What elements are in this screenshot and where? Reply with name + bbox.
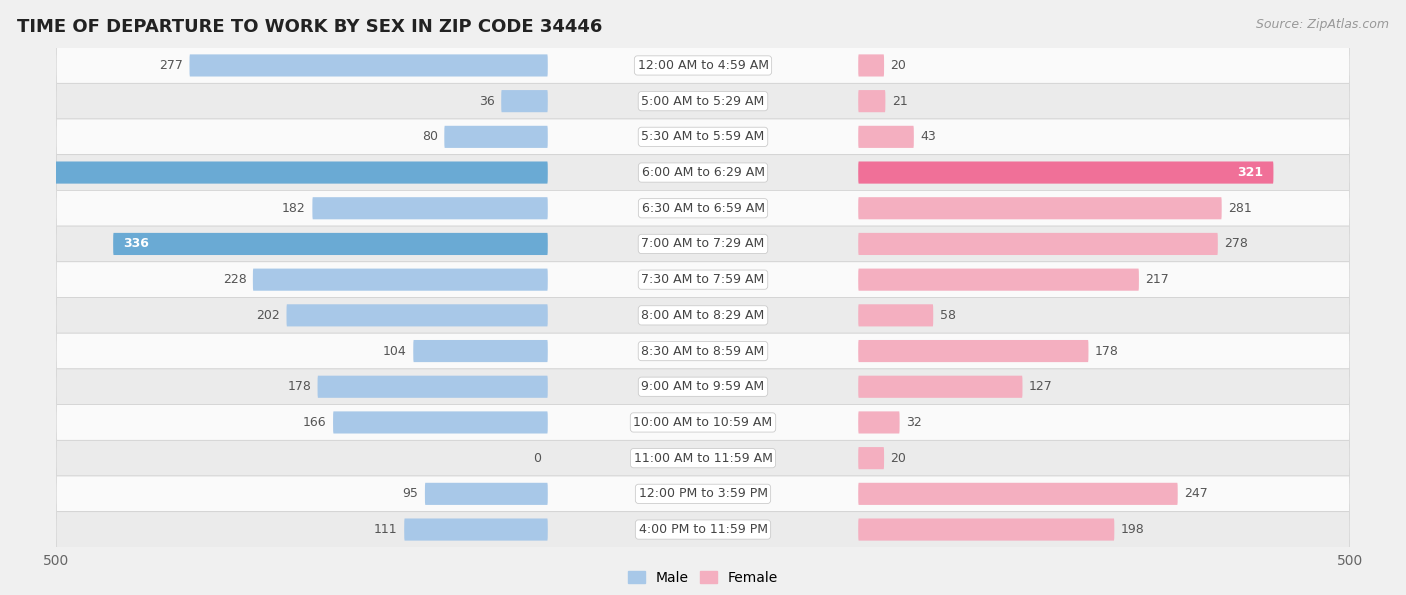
- FancyBboxPatch shape: [56, 262, 1350, 298]
- Text: 12:00 PM to 3:59 PM: 12:00 PM to 3:59 PM: [638, 487, 768, 500]
- Text: 21: 21: [891, 95, 908, 108]
- FancyBboxPatch shape: [858, 90, 886, 112]
- FancyBboxPatch shape: [312, 197, 548, 220]
- FancyBboxPatch shape: [318, 375, 548, 398]
- Text: 95: 95: [402, 487, 419, 500]
- FancyBboxPatch shape: [858, 447, 884, 469]
- Text: 6:00 AM to 6:29 AM: 6:00 AM to 6:29 AM: [641, 166, 765, 179]
- Legend: Male, Female: Male, Female: [623, 565, 783, 590]
- Text: 7:30 AM to 7:59 AM: 7:30 AM to 7:59 AM: [641, 273, 765, 286]
- Text: 58: 58: [939, 309, 956, 322]
- FancyBboxPatch shape: [858, 411, 900, 434]
- Text: 178: 178: [287, 380, 311, 393]
- Text: 111: 111: [374, 523, 398, 536]
- Text: 8:30 AM to 8:59 AM: 8:30 AM to 8:59 AM: [641, 345, 765, 358]
- Text: 43: 43: [921, 130, 936, 143]
- Text: 9:00 AM to 9:59 AM: 9:00 AM to 9:59 AM: [641, 380, 765, 393]
- FancyBboxPatch shape: [56, 476, 1350, 512]
- FancyBboxPatch shape: [858, 268, 1139, 291]
- Text: 278: 278: [1225, 237, 1249, 250]
- Text: 4:00 PM to 11:59 PM: 4:00 PM to 11:59 PM: [638, 523, 768, 536]
- FancyBboxPatch shape: [56, 83, 1350, 119]
- FancyBboxPatch shape: [858, 340, 1088, 362]
- Text: 32: 32: [905, 416, 922, 429]
- FancyBboxPatch shape: [858, 518, 1115, 541]
- Text: 127: 127: [1029, 380, 1053, 393]
- Text: 20: 20: [890, 452, 907, 465]
- FancyBboxPatch shape: [56, 333, 1350, 369]
- FancyBboxPatch shape: [56, 48, 1350, 83]
- FancyBboxPatch shape: [287, 304, 548, 327]
- FancyBboxPatch shape: [253, 268, 548, 291]
- Text: 198: 198: [1121, 523, 1144, 536]
- Text: Source: ZipAtlas.com: Source: ZipAtlas.com: [1256, 18, 1389, 31]
- FancyBboxPatch shape: [190, 54, 548, 77]
- FancyBboxPatch shape: [56, 298, 1350, 333]
- Text: 5:30 AM to 5:59 AM: 5:30 AM to 5:59 AM: [641, 130, 765, 143]
- Text: 182: 182: [283, 202, 307, 215]
- FancyBboxPatch shape: [858, 233, 1218, 255]
- FancyBboxPatch shape: [858, 375, 1022, 398]
- Text: 8:00 AM to 8:29 AM: 8:00 AM to 8:29 AM: [641, 309, 765, 322]
- Text: TIME OF DEPARTURE TO WORK BY SEX IN ZIP CODE 34446: TIME OF DEPARTURE TO WORK BY SEX IN ZIP …: [17, 18, 602, 36]
- Text: 281: 281: [1229, 202, 1251, 215]
- Text: 10:00 AM to 10:59 AM: 10:00 AM to 10:59 AM: [634, 416, 772, 429]
- FancyBboxPatch shape: [0, 161, 548, 184]
- Text: 20: 20: [890, 59, 907, 72]
- Text: 247: 247: [1184, 487, 1208, 500]
- FancyBboxPatch shape: [501, 90, 548, 112]
- FancyBboxPatch shape: [858, 161, 1274, 184]
- Text: 228: 228: [222, 273, 246, 286]
- Text: 202: 202: [256, 309, 280, 322]
- FancyBboxPatch shape: [413, 340, 548, 362]
- Text: 217: 217: [1146, 273, 1170, 286]
- FancyBboxPatch shape: [56, 369, 1350, 405]
- Text: 178: 178: [1095, 345, 1119, 358]
- Text: 11:00 AM to 11:59 AM: 11:00 AM to 11:59 AM: [634, 452, 772, 465]
- FancyBboxPatch shape: [858, 483, 1178, 505]
- FancyBboxPatch shape: [56, 226, 1350, 262]
- Text: 80: 80: [422, 130, 437, 143]
- Text: 0: 0: [533, 452, 541, 465]
- Text: 277: 277: [159, 59, 183, 72]
- Text: 321: 321: [1237, 166, 1263, 179]
- FancyBboxPatch shape: [112, 233, 548, 255]
- FancyBboxPatch shape: [858, 197, 1222, 220]
- FancyBboxPatch shape: [56, 512, 1350, 547]
- FancyBboxPatch shape: [425, 483, 548, 505]
- FancyBboxPatch shape: [858, 126, 914, 148]
- Text: 12:00 AM to 4:59 AM: 12:00 AM to 4:59 AM: [637, 59, 769, 72]
- Text: 104: 104: [382, 345, 406, 358]
- Text: 166: 166: [302, 416, 326, 429]
- Text: 36: 36: [479, 95, 495, 108]
- Text: 5:00 AM to 5:29 AM: 5:00 AM to 5:29 AM: [641, 95, 765, 108]
- FancyBboxPatch shape: [56, 155, 1350, 190]
- FancyBboxPatch shape: [333, 411, 548, 434]
- FancyBboxPatch shape: [404, 518, 548, 541]
- Text: 7:00 AM to 7:29 AM: 7:00 AM to 7:29 AM: [641, 237, 765, 250]
- FancyBboxPatch shape: [56, 440, 1350, 476]
- Text: 336: 336: [124, 237, 149, 250]
- FancyBboxPatch shape: [444, 126, 548, 148]
- FancyBboxPatch shape: [858, 304, 934, 327]
- Text: 6:30 AM to 6:59 AM: 6:30 AM to 6:59 AM: [641, 202, 765, 215]
- FancyBboxPatch shape: [56, 119, 1350, 155]
- FancyBboxPatch shape: [858, 54, 884, 77]
- FancyBboxPatch shape: [56, 190, 1350, 226]
- FancyBboxPatch shape: [56, 405, 1350, 440]
